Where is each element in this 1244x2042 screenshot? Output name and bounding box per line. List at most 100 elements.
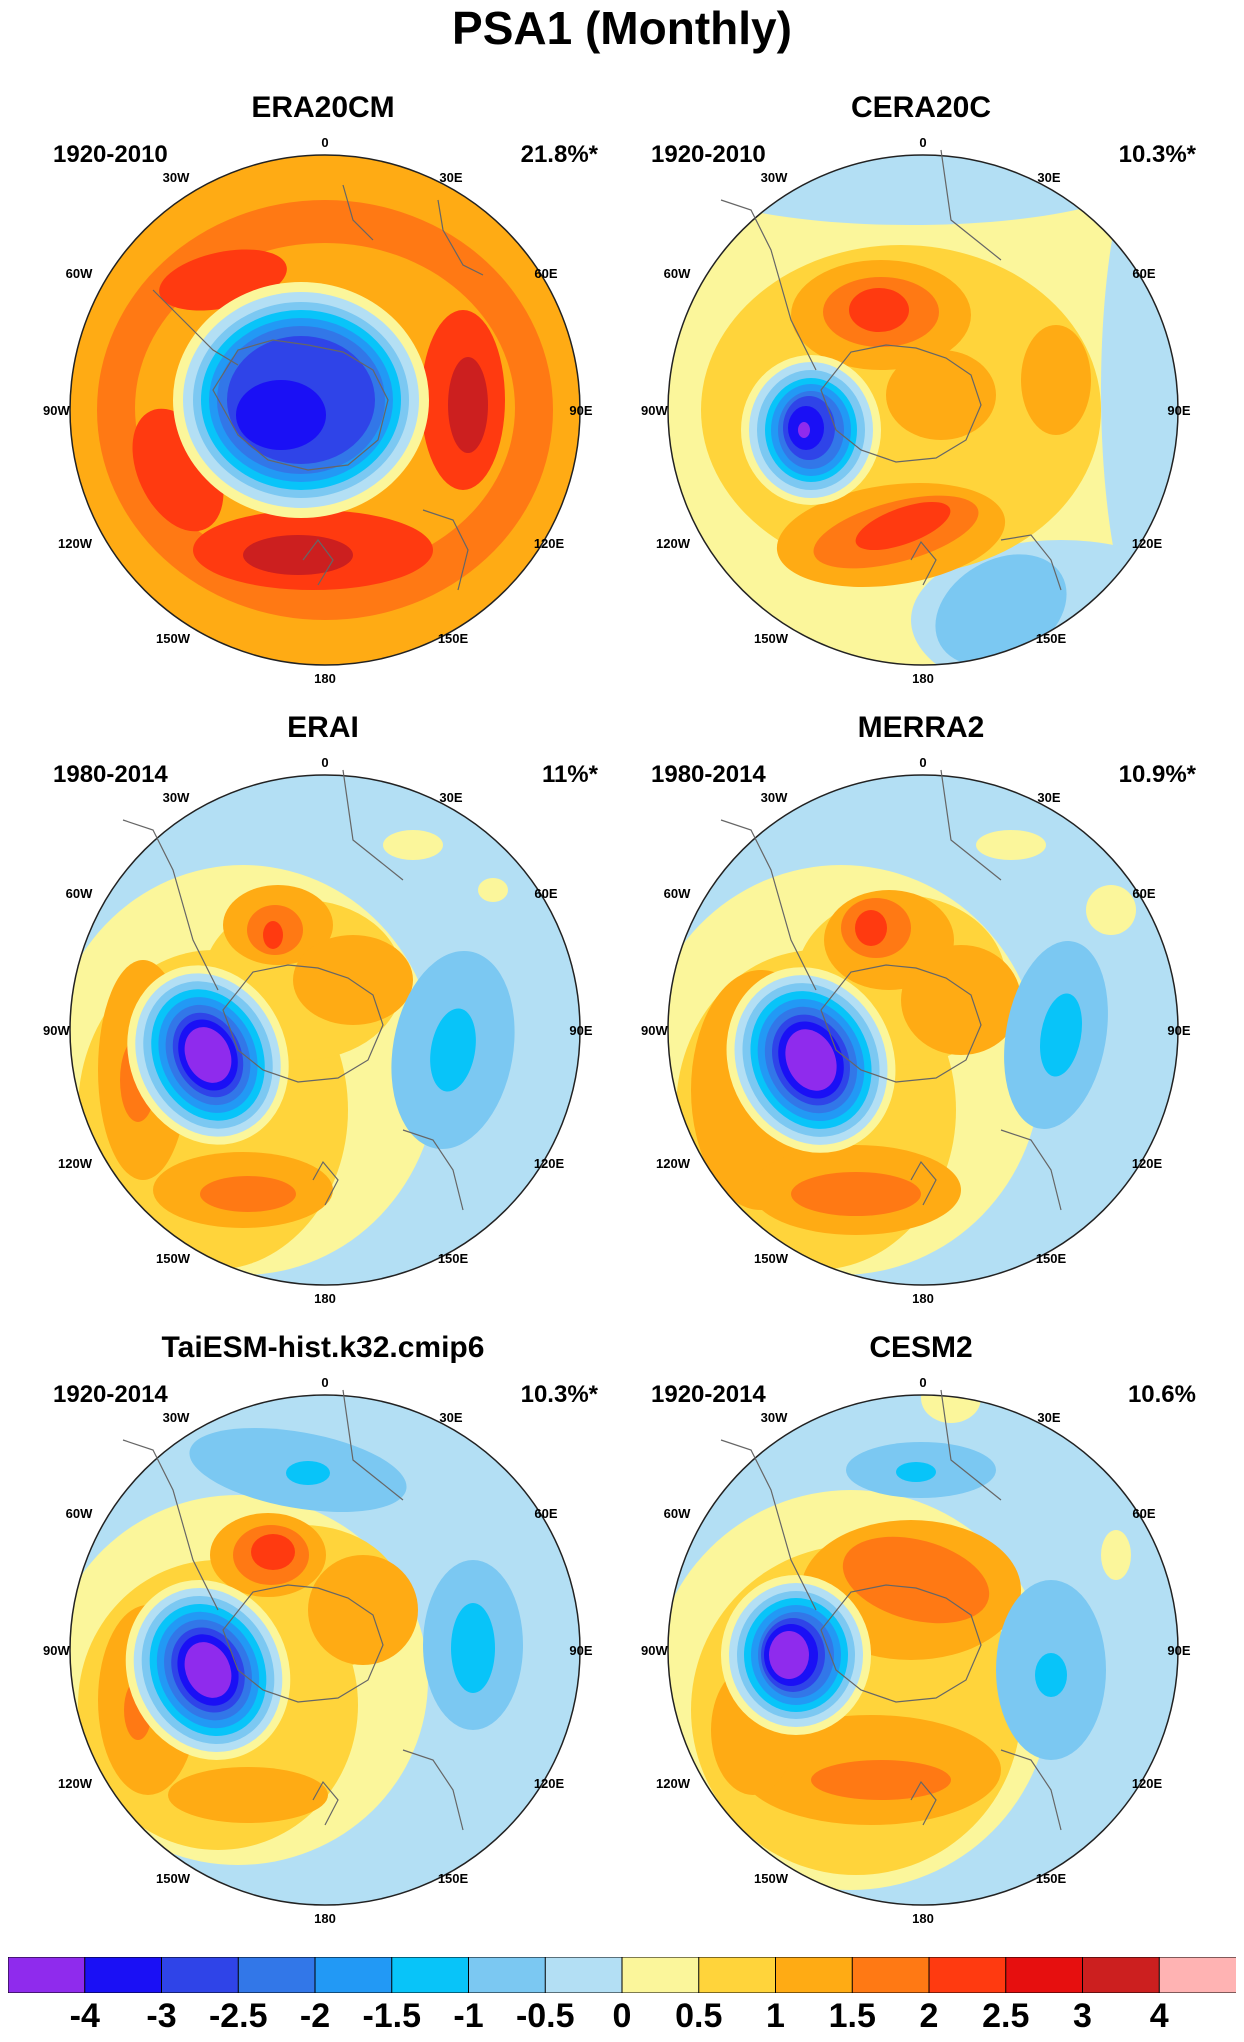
colorbar-tick-label: 0 xyxy=(612,1997,632,2035)
lon-label-120e: 120E xyxy=(1132,1776,1163,1791)
panel-variance: 10.9%* xyxy=(1118,761,1196,788)
lon-label-120e: 120E xyxy=(534,1156,565,1171)
lon-label-60w: 60W xyxy=(664,266,691,281)
polar-map: 0 30E 60E 90E 120E 150E 180 150W 120W 90… xyxy=(43,1375,593,1926)
colorbar-swatch xyxy=(775,1957,854,1993)
lon-label-90e: 90E xyxy=(569,403,592,418)
panel-title: ERAI xyxy=(287,711,359,744)
panel-period: 1920-2014 xyxy=(651,1381,766,1408)
colorbar-tick-label: -2 xyxy=(299,1997,331,2035)
colorbar-swatch xyxy=(621,1957,700,1993)
panel-variance: 10.3%* xyxy=(520,1381,598,1408)
lon-label-180: 180 xyxy=(314,1291,336,1306)
lon-label-90w: 90W xyxy=(43,403,70,418)
lon-label-30w: 30W xyxy=(761,790,788,805)
lon-label-60e: 60E xyxy=(534,266,557,281)
lon-label-150w: 150W xyxy=(754,1251,789,1266)
colorbar-swatch xyxy=(544,1957,623,1993)
panel-title: ERA20CM xyxy=(251,91,395,124)
polar-map: 0 30E 60E 90E 120E 150E 180 150W 120W 90… xyxy=(43,755,593,1306)
lon-label-90w: 90W xyxy=(641,1643,668,1658)
polar-map: 0 30E 60E 90E 120E 150E 180 150W 120W 90… xyxy=(641,755,1191,1306)
colorbar-tick-label: -0.5 xyxy=(515,1997,575,2035)
panel-title: CESM2 xyxy=(869,1331,973,1364)
lon-label-0: 0 xyxy=(321,1375,328,1390)
panel-period: 1920-2010 xyxy=(651,141,766,168)
lon-label-150e: 150E xyxy=(438,1871,469,1886)
map-panel-erai: 0 30E 60E 90E 120E 150E 180 150W 120W 90… xyxy=(43,710,603,1310)
lon-label-60e: 60E xyxy=(1132,1506,1155,1521)
lon-label-30w: 30W xyxy=(163,790,190,805)
lon-label-150e: 150E xyxy=(438,631,469,646)
colorbar-tick-label: -2.5 xyxy=(208,1997,268,2035)
lon-label-0: 0 xyxy=(919,755,926,770)
colorbar-swatch xyxy=(391,1957,470,1993)
colorbar-swatch xyxy=(84,1957,163,1993)
colorbar-swatch xyxy=(1005,1957,1084,1993)
colorbar-tick-label: 3 xyxy=(1073,1997,1092,2035)
lon-label-180: 180 xyxy=(912,671,934,686)
lon-label-180: 180 xyxy=(912,1291,934,1306)
lon-label-30w: 30W xyxy=(761,1410,788,1425)
lon-label-150w: 150W xyxy=(156,631,191,646)
map-panel-cera20c: 0 30E 60E 90E 120E 150E 180 150W 120W 90… xyxy=(641,90,1201,690)
lon-label-90w: 90W xyxy=(641,1023,668,1038)
lon-label-60w: 60W xyxy=(66,1506,93,1521)
map-panel-cesm2: 0 30E 60E 90E 120E 150E 180 150W 120W 90… xyxy=(641,1330,1201,1930)
lon-label-60e: 60E xyxy=(534,1506,557,1521)
colorbar-tick-label: -1 xyxy=(453,1997,484,2035)
lon-label-150w: 150W xyxy=(156,1251,191,1266)
map-panel-era20cm: 0 30E 60E 90E 120E 150E 180 150W 120W 90… xyxy=(43,90,603,690)
colorbar-swatch xyxy=(314,1957,393,1993)
lon-label-90e: 90E xyxy=(1167,1023,1190,1038)
lon-label-30e: 30E xyxy=(439,170,462,185)
lon-label-180: 180 xyxy=(314,1911,336,1926)
lon-label-0: 0 xyxy=(919,1375,926,1390)
lon-label-120e: 120E xyxy=(1132,536,1163,551)
lon-label-90w: 90W xyxy=(641,403,668,418)
lon-label-120w: 120W xyxy=(656,1156,691,1171)
colorbar-tick-label: -3 xyxy=(146,1997,177,2035)
colorbar-tick-label: 1.5 xyxy=(828,1997,876,2035)
panel-title: TaiESM-hist.k32.cmip6 xyxy=(161,1331,485,1364)
lon-label-150w: 150W xyxy=(754,1871,789,1886)
panel-period: 1980-2014 xyxy=(53,761,168,788)
lon-label-0: 0 xyxy=(919,135,926,150)
colorbar-tick-label: 2.5 xyxy=(982,1997,1030,2035)
lon-label-180: 180 xyxy=(314,671,336,686)
lon-label-60w: 60W xyxy=(66,886,93,901)
lon-label-120e: 120E xyxy=(1132,1156,1163,1171)
lon-label-90w: 90W xyxy=(43,1643,70,1658)
lon-label-30w: 30W xyxy=(163,170,190,185)
lon-label-150e: 150E xyxy=(438,1251,469,1266)
map-panel-taiesm: 0 30E 60E 90E 120E 150E 180 150W 120W 90… xyxy=(43,1330,603,1930)
lon-label-30e: 30E xyxy=(439,790,462,805)
colorbar-swatch xyxy=(698,1957,777,1993)
lon-label-0: 0 xyxy=(321,135,328,150)
lon-label-150e: 150E xyxy=(1036,631,1067,646)
lon-label-60e: 60E xyxy=(534,886,557,901)
lon-label-180: 180 xyxy=(912,1911,934,1926)
colorbar-tick-label: 1 xyxy=(766,1997,785,2035)
lon-label-150w: 150W xyxy=(156,1871,191,1886)
polar-map: 0 30E 60E 90E 120E 150E 180 150W 120W 90… xyxy=(641,1375,1191,1926)
colorbar-swatch xyxy=(237,1957,316,1993)
lon-label-30e: 30E xyxy=(1037,170,1060,185)
colorbar-swatch xyxy=(1158,1957,1236,1993)
colorbar xyxy=(8,1957,1236,1993)
lon-label-30w: 30W xyxy=(163,1410,190,1425)
lon-label-120e: 120E xyxy=(534,536,565,551)
colorbar-swatch xyxy=(851,1957,930,1993)
panel-variance: 10.3%* xyxy=(1118,141,1196,168)
lon-label-90e: 90E xyxy=(1167,1643,1190,1658)
lon-label-120e: 120E xyxy=(534,1776,565,1791)
lon-label-90e: 90E xyxy=(569,1643,592,1658)
colorbar-swatch xyxy=(928,1957,1007,1993)
colorbar-tick-label: 2 xyxy=(919,1997,939,2035)
colorbar-labels: -4 -3 -2.5 -2 -1.5 -1 -0.5 0 0.5 1 1.5 2 2.5 3 4 xyxy=(0,1996,1244,2042)
polar-map: 0 30E 60E 90E 120E 150E 180 150W 120W 90… xyxy=(641,135,1191,686)
lon-label-120w: 120W xyxy=(656,536,691,551)
colorbar-tick-label: -1.5 xyxy=(362,1997,422,2035)
lon-label-90w: 90W xyxy=(43,1023,70,1038)
lon-label-150w: 150W xyxy=(754,631,789,646)
